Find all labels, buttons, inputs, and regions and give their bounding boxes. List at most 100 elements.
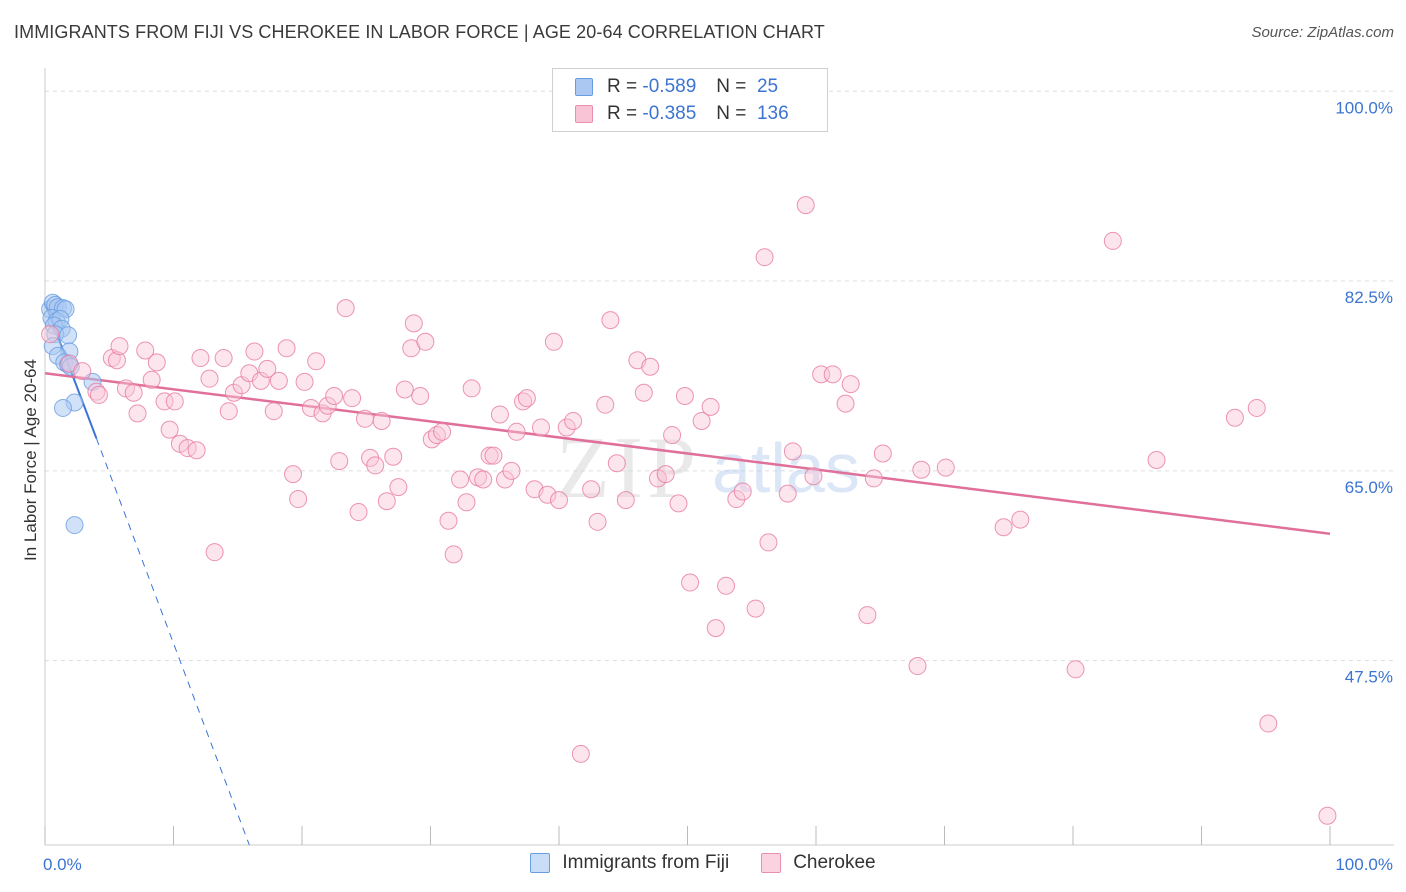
cherokee-point (427, 426, 446, 445)
legend-item-fiji[interactable]: Immigrants from Fiji (530, 852, 729, 874)
cherokee-point (325, 387, 344, 406)
y-axis-label: In Labor Force | Age 20-64 (21, 359, 40, 561)
cherokee-point (89, 385, 108, 404)
cherokee-point (1103, 231, 1122, 250)
cherokee-point (451, 470, 470, 489)
cherokee-point (474, 470, 493, 489)
legend-row-fiji: R = -0.589 N = 25 (575, 75, 778, 99)
legend-n-label: N = (716, 103, 747, 124)
cherokee-point (746, 599, 765, 618)
cherokee-point (912, 460, 931, 479)
cherokee-point (607, 454, 626, 473)
cherokee-point (200, 369, 219, 388)
cherokee-point (596, 395, 615, 414)
cherokee-point (147, 353, 166, 372)
cherokee-point (692, 411, 711, 430)
cherokee-point (462, 379, 481, 398)
cherokee-point (550, 491, 568, 510)
cherokee-point (444, 545, 463, 564)
legend-r-label: R = (607, 76, 638, 97)
legend-n-value: 136 (756, 103, 789, 124)
cherokee-point (544, 332, 563, 351)
legend-item-cherokee[interactable]: Cherokee (761, 852, 876, 874)
cherokee-point (224, 383, 243, 402)
cherokee-point (155, 392, 174, 411)
cherokee-point (733, 482, 752, 501)
cherokee-point (484, 446, 503, 465)
cherokee-point (372, 411, 391, 430)
legend-row-cherokee: R = -0.385 N = 136 (575, 102, 789, 126)
cherokee-point (219, 402, 238, 421)
cherokee-point (110, 337, 129, 356)
cherokee-point (796, 196, 815, 215)
cherokee-point (41, 325, 60, 344)
cherokee-point (1066, 660, 1085, 679)
cherokee-point (1147, 451, 1166, 469)
legend-label-fiji: Immigrants from Fiji (562, 852, 730, 873)
cherokee-point (389, 478, 408, 497)
cherokee-point (142, 370, 161, 389)
cherokee-point (136, 341, 155, 360)
data-points (41, 196, 1337, 825)
y-tick-label: 82.5% (1345, 288, 1393, 307)
fiji-trend-extension (95, 438, 250, 846)
cherokee-point (502, 461, 521, 480)
legend-swatch-cherokee (761, 853, 782, 873)
cherokee-point (395, 380, 414, 399)
legend-swatch-cherokee (575, 105, 593, 123)
fiji-point (59, 326, 78, 345)
cherokee-point (349, 503, 368, 522)
cherokee-point (124, 383, 143, 402)
cherokee-point (480, 446, 499, 465)
cherokee-point (641, 357, 660, 376)
cherokee-point (366, 456, 385, 475)
cherokee-point (532, 418, 551, 437)
y-tick-labels: 47.5% 65.0% 82.5% 100.0% (1335, 98, 1393, 686)
cherokee-point (251, 371, 270, 390)
cherokee-point (706, 619, 725, 638)
cherokee-point (245, 342, 264, 361)
cherokee-point (107, 351, 126, 370)
y-tick-label: 47.5% (1345, 668, 1393, 687)
axes (44, 68, 1394, 846)
cherokee-point (433, 422, 452, 441)
cherokee-point (411, 387, 430, 406)
cherokee-point (778, 484, 797, 503)
cherokee-point (377, 492, 396, 511)
cherokee-point (701, 397, 720, 416)
cherokee-point (307, 352, 326, 371)
cherokee-point (264, 402, 283, 421)
cherokee-point (289, 490, 308, 509)
cherokee-point (588, 512, 607, 531)
y-tick-label: 100.0% (1335, 98, 1393, 117)
cherokee-point (864, 469, 883, 488)
cherokee-point (343, 389, 362, 408)
cherokee-point (1225, 408, 1244, 427)
legend-r-label: R = (607, 103, 638, 124)
legend-r-value: -0.385 (642, 103, 697, 124)
cherokee-point (858, 606, 877, 625)
cherokee-point (582, 480, 601, 499)
cherokee-point (87, 382, 106, 401)
cherokee-point (284, 465, 303, 484)
cherokee-point (205, 543, 224, 562)
cherokee-point (165, 392, 184, 411)
cherokee-point (457, 493, 476, 512)
cherokee-point (490, 405, 509, 424)
cherokee-point (564, 411, 583, 430)
cherokee-point (1259, 714, 1278, 733)
cherokee-point (404, 314, 423, 333)
cherokee-point (755, 248, 774, 267)
cherokee-point (836, 394, 855, 413)
watermark-atlas: atlas (712, 429, 860, 507)
cherokee-trend-line (44, 371, 1331, 535)
cherokee-point (841, 375, 860, 394)
legend-r-value: -0.589 (642, 76, 697, 97)
cherokee-point (355, 409, 374, 428)
cherokee-point (1247, 398, 1266, 417)
y-tick-label: 65.0% (1345, 478, 1393, 497)
cherokee-point (439, 511, 458, 530)
x-tick-label: 0.0% (43, 855, 82, 874)
chart-title: IMMIGRANTS FROM FIJI VS CHEROKEE IN LABO… (14, 22, 825, 42)
